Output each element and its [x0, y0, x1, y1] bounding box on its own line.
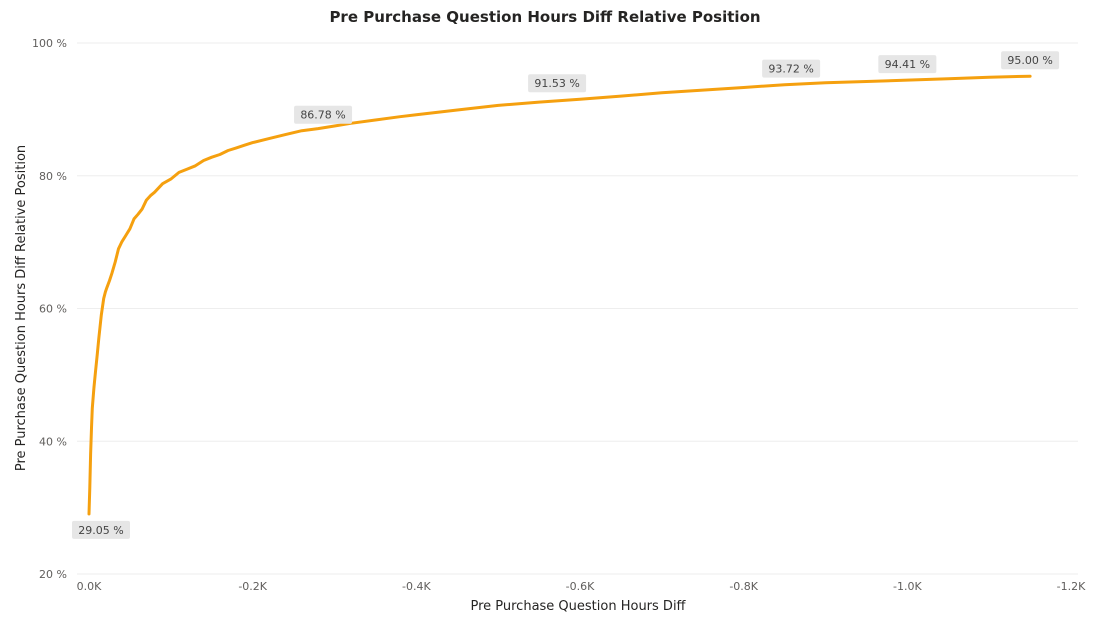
x-tick-label: 0.0K: [77, 580, 102, 593]
x-tick-label: -0.2K: [238, 580, 267, 593]
data-label-background: [878, 55, 937, 74]
y-axis-ticks: 20 % 40 % 60 % 80 % 100 %: [32, 37, 67, 581]
data-label-background: [72, 520, 130, 539]
data-label: 94.41 %: [878, 55, 937, 74]
data-label-text: 94.41 %: [885, 58, 930, 71]
data-label-background: [294, 105, 353, 124]
data-label-text: 95.00 %: [1007, 54, 1052, 67]
chart-title: Pre Purchase Question Hours Diff Relativ…: [329, 8, 761, 26]
x-tick-label: -0.6K: [566, 580, 595, 593]
data-label-text: 86.78 %: [300, 109, 345, 122]
y-tick-label: 20 %: [39, 568, 67, 581]
data-label-background: [762, 59, 821, 78]
series-layer: [87, 74, 1032, 516]
x-tick-label: -0.4K: [402, 580, 431, 593]
data-label: 95.00 %: [1001, 51, 1060, 70]
data-label-background: [1001, 51, 1060, 70]
y-tick-label: 40 %: [39, 435, 67, 448]
data-label: 93.72 %: [762, 59, 821, 78]
x-axis-ticks: 0.0K -0.2K -0.4K -0.6K -0.8K -1.0K -1.2K: [77, 580, 1086, 593]
data-label: 29.05 %: [72, 520, 130, 539]
data-label-background: [528, 74, 587, 93]
x-tick-label: -1.0K: [893, 580, 922, 593]
data-label: 91.53 %: [528, 74, 587, 93]
data-label-text: 93.72 %: [768, 63, 813, 76]
y-tick-label: 60 %: [39, 303, 67, 316]
series-line: [87, 74, 1032, 516]
x-tick-label: -1.2K: [1057, 580, 1086, 593]
data-label-text: 29.05 %: [78, 524, 123, 537]
data-label: 86.78 %: [294, 105, 353, 124]
x-axis-title: Pre Purchase Question Hours Diff: [470, 599, 686, 614]
x-tick-label: -0.8K: [729, 580, 758, 593]
y-axis-title: Pre Purchase Question Hours Diff Relativ…: [14, 145, 29, 471]
gridlines: [77, 42, 1078, 575]
y-tick-label: 100 %: [32, 37, 67, 50]
data-label-text: 91.53 %: [534, 77, 579, 90]
data-labels: 29.05 % 86.78 % 91.53 % 93.72 % 94.41 % 95.00…: [72, 51, 1060, 539]
y-tick-label: 80 %: [39, 170, 67, 183]
